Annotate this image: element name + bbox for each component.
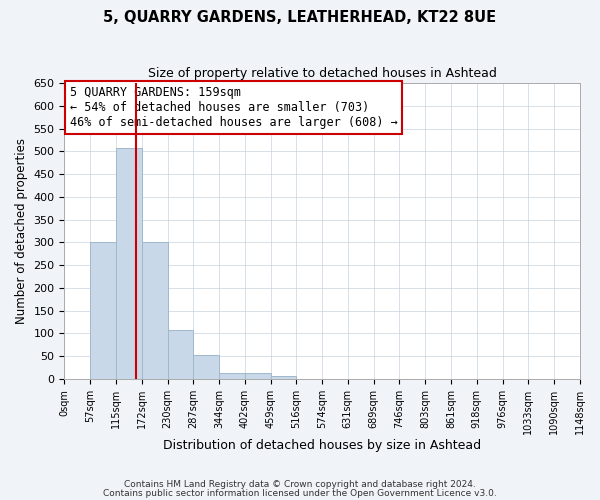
Bar bbox=[116, 148, 142, 379]
Text: Contains HM Land Registry data © Crown copyright and database right 2024.: Contains HM Land Registry data © Crown c… bbox=[124, 480, 476, 489]
Title: Size of property relative to detached houses in Ashtead: Size of property relative to detached ho… bbox=[148, 68, 497, 80]
Text: 5, QUARRY GARDENS, LEATHERHEAD, KT22 8UE: 5, QUARRY GARDENS, LEATHERHEAD, KT22 8UE bbox=[103, 10, 497, 25]
Text: Contains public sector information licensed under the Open Government Licence v3: Contains public sector information licen… bbox=[103, 488, 497, 498]
Bar bbox=[245, 372, 271, 379]
Bar bbox=[193, 355, 219, 379]
Text: 5 QUARRY GARDENS: 159sqm
← 54% of detached houses are smaller (703)
46% of semi-: 5 QUARRY GARDENS: 159sqm ← 54% of detach… bbox=[70, 86, 397, 129]
Bar bbox=[142, 242, 168, 379]
Y-axis label: Number of detached properties: Number of detached properties bbox=[15, 138, 28, 324]
Bar bbox=[271, 376, 296, 379]
Bar bbox=[219, 372, 245, 379]
Bar bbox=[90, 242, 116, 379]
Bar bbox=[168, 330, 193, 379]
X-axis label: Distribution of detached houses by size in Ashtead: Distribution of detached houses by size … bbox=[163, 440, 481, 452]
